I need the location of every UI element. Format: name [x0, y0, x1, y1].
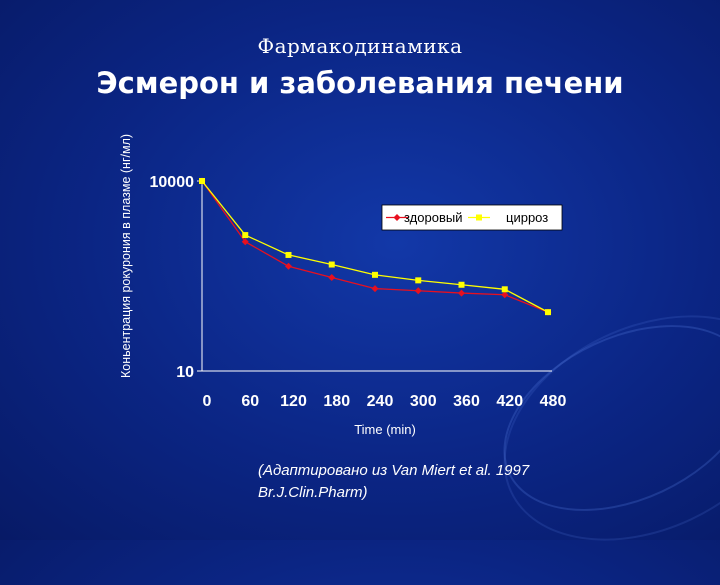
x-axis-label: Time (min): [354, 422, 416, 437]
legend-marker-здоровый: [393, 214, 401, 221]
data-point-здоровый: [285, 262, 292, 270]
y-tick-label: 10: [176, 364, 194, 381]
x-tick-label: 480: [540, 393, 567, 410]
data-point-цирроз: [199, 178, 205, 184]
x-tick-label: 420: [496, 393, 523, 410]
legend-label-здоровый: здоровый: [404, 210, 462, 225]
x-tick-label: 0: [203, 393, 212, 410]
y-tick-label: 10000: [150, 174, 195, 191]
data-point-здоровый: [458, 289, 465, 297]
data-point-цирроз: [415, 277, 422, 284]
pk-line-chart: 10000 10 0 60 120 180 240 300 360 420 480 Time (min…: [150, 174, 567, 437]
footnote-line-2: Br.J.Clin.Pharm): [258, 484, 368, 501]
data-point-цирроз: [458, 281, 465, 288]
chart-axes: 10000 10 0 60 120 180 240 300 360 420 480 Time (min…: [150, 174, 567, 437]
data-point-здоровый: [414, 287, 422, 295]
data-point-цирроз: [242, 232, 249, 239]
data-point-цирроз: [328, 261, 335, 268]
data-point-цирроз: [285, 251, 292, 258]
x-tick-label: 300: [410, 393, 437, 410]
series-line-здоровый: [201, 180, 549, 313]
x-tick-label: 120: [280, 393, 307, 410]
data-point-цирроз: [501, 286, 508, 293]
slide-subtitle: Фармакодинамика: [257, 34, 463, 58]
data-point-здоровый: [371, 285, 379, 293]
data-point-цирроз: [545, 309, 551, 316]
x-tick-label: 240: [367, 393, 394, 410]
legend-marker-цирроз: [476, 214, 482, 221]
data-point-здоровый: [501, 291, 509, 299]
source-footnote: (Адаптировано из Van Miert et al. 1997 B…: [258, 460, 618, 504]
legend-label-цирроз: цирроз: [506, 210, 548, 225]
data-point-цирроз: [372, 271, 378, 278]
slide-title: Эсмерон и заболевания печени: [96, 66, 624, 100]
x-tick-label: 180: [323, 393, 350, 410]
x-tick-label: 360: [453, 393, 480, 410]
data-point-здоровый: [328, 273, 336, 281]
chart-lines: [198, 177, 552, 316]
data-point-здоровый: [241, 238, 249, 246]
chart-legend: здоровый цирроз: [381, 204, 563, 231]
x-tick-label: 60: [241, 393, 259, 410]
footnote-line-1: (Адаптировано из Van Miert et al. 1997: [258, 462, 530, 479]
